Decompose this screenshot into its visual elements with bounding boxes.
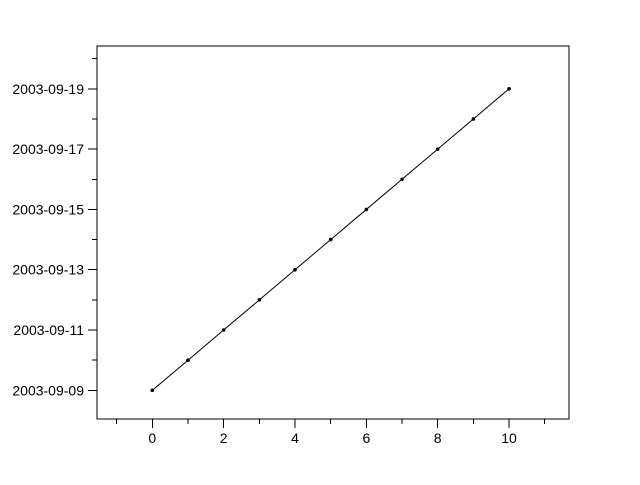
data-point-marker bbox=[400, 177, 404, 182]
x-tick-label: 0 bbox=[148, 430, 156, 446]
data-point-marker bbox=[221, 328, 226, 332]
data-point-marker bbox=[186, 358, 190, 363]
data-point-marker bbox=[328, 237, 333, 242]
data-point-marker bbox=[293, 267, 297, 272]
x-tick-label: 4 bbox=[291, 430, 299, 446]
data-point-marker bbox=[507, 87, 511, 91]
y-tick-label: 2003-09-13 bbox=[12, 262, 84, 278]
x-tick-label: 8 bbox=[434, 430, 442, 446]
data-point-marker bbox=[435, 147, 440, 151]
data-point-marker bbox=[471, 117, 476, 121]
x-tick-label: 10 bbox=[501, 430, 517, 446]
y-tick-label: 2003-09-11 bbox=[13, 322, 84, 338]
y-tick-label: 2003-09-19 bbox=[12, 81, 84, 97]
y-tick-label: 2003-09-09 bbox=[12, 382, 84, 398]
x-tick-label: 2 bbox=[220, 430, 228, 446]
x-tick-label: 6 bbox=[362, 430, 370, 446]
data-point-marker bbox=[364, 207, 369, 212]
data-point-marker bbox=[150, 388, 155, 393]
data-point-marker bbox=[257, 298, 262, 302]
y-tick-label: 2003-09-15 bbox=[12, 201, 84, 217]
plot-frame bbox=[96, 45, 570, 420]
y-tick-label: 2003-09-17 bbox=[12, 141, 84, 157]
